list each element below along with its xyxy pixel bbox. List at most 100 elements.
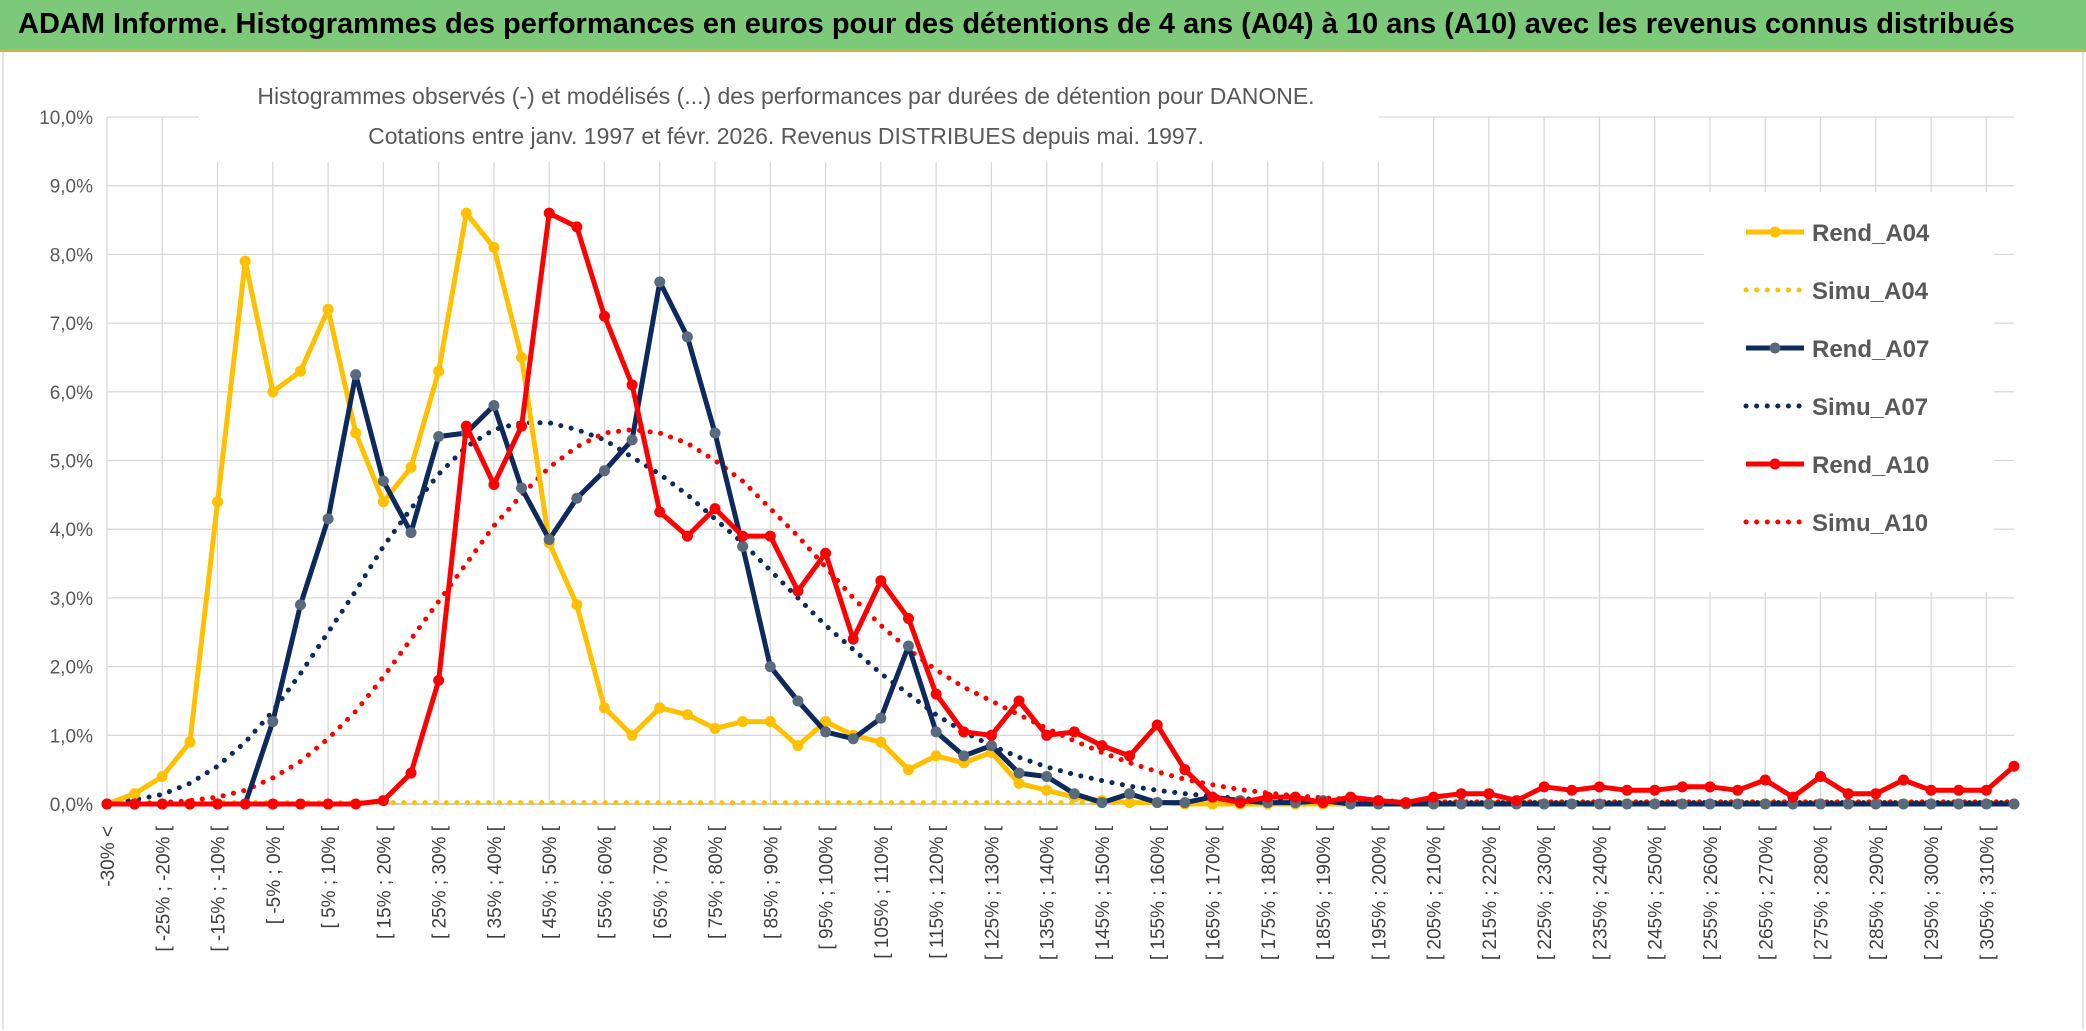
data-point [212, 798, 224, 810]
data-point [129, 798, 141, 810]
legend-item-rend_a10: Rend_A10 [1746, 452, 1929, 479]
data-point [709, 427, 721, 439]
data-point [737, 540, 749, 552]
x-tick-label: -30% < [98, 826, 119, 887]
x-tick-label: [ 145% ; 150% [ [1093, 825, 1114, 960]
data-point [405, 767, 417, 779]
data-series [101, 207, 2020, 810]
data-point [1704, 781, 1716, 793]
data-point [1372, 795, 1384, 807]
data-point [737, 530, 749, 542]
data-point [1068, 788, 1080, 800]
data-point [930, 750, 942, 762]
y-tick-label: 0,0% [50, 795, 93, 816]
data-point [1096, 797, 1108, 809]
data-point [1207, 791, 1219, 803]
data-point [1676, 798, 1688, 810]
data-point [1815, 771, 1827, 783]
data-point [1676, 781, 1688, 793]
data-point [543, 534, 555, 546]
data-point [239, 255, 251, 267]
data-point [1455, 788, 1467, 800]
x-tick-label: [ 175% ; 180% [ [1259, 825, 1280, 960]
x-tick-label: [ 185% ; 190% [ [1314, 825, 1335, 960]
data-point [875, 575, 887, 587]
title-background [199, 72, 1379, 162]
y-tick-label: 7,0% [50, 314, 93, 335]
legend: Rend_A04 Simu_A04 Rend_A07 Simu_A07 Rend_A10… [1704, 192, 1994, 592]
x-tick-label: [ 275% ; 280% [ [1812, 825, 1833, 960]
x-tick-label: [ 215% ; 220% [ [1480, 825, 1501, 960]
data-point [1621, 798, 1633, 810]
data-point [1732, 784, 1744, 796]
data-point [1621, 784, 1633, 796]
data-point [1593, 781, 1605, 793]
data-point [820, 716, 832, 728]
data-point [1234, 797, 1246, 809]
series-line-rend_a10 [107, 210, 2016, 807]
legend-label: Rend_A04 [1812, 220, 1930, 247]
data-point [294, 365, 306, 377]
legend-marker [1769, 342, 1781, 354]
axes: 0,0% 1,0% 2,0% 3,0% 4,0% 5,0% 6,0% 7,0% 8,0% 9,0%… [39, 108, 2014, 960]
data-point [1815, 798, 1827, 810]
data-point [488, 400, 500, 412]
y-tick-label: 6,0% [50, 383, 93, 404]
data-point [1897, 774, 1909, 786]
data-point [433, 365, 445, 377]
data-point [1428, 791, 1440, 803]
data-point [322, 513, 334, 525]
x-tick-label: [ 95% ; 100% [ [817, 825, 838, 949]
data-point [1041, 729, 1053, 741]
data-point [1096, 740, 1108, 752]
data-point [875, 712, 887, 724]
x-tick-label: [ 5% ; 10% [ [319, 825, 340, 928]
legend-item-rend_a07: Rend_A07 [1746, 336, 1929, 363]
x-tick-label: [ 135% ; 140% [ [1038, 825, 1059, 960]
x-tick-label: [ 115% ; 120% [ [927, 825, 948, 958]
series-rend_a10 [101, 207, 2020, 810]
data-point [598, 310, 610, 322]
y-tick-label: 2,0% [50, 658, 93, 679]
data-point [681, 331, 693, 343]
data-point [654, 702, 666, 714]
data-point [737, 716, 749, 728]
data-point [460, 420, 472, 432]
data-point [156, 798, 168, 810]
data-point [681, 530, 693, 542]
legend-item-simu_a04: Simu_A04 [1743, 278, 1929, 305]
x-tick-label: [ 125% ; 130% [ [982, 825, 1003, 960]
data-point [1455, 798, 1467, 810]
data-point [543, 207, 555, 219]
data-point [1759, 798, 1771, 810]
data-point [958, 750, 970, 762]
data-point [1649, 798, 1661, 810]
histogram-chart: Histogrammes observés (-) et modélisés (… [39, 72, 2020, 960]
data-point [433, 430, 445, 442]
data-point [516, 482, 528, 494]
data-point [433, 674, 445, 686]
data-point [1870, 788, 1882, 800]
data-point [930, 726, 942, 738]
x-tick-label: [ 305% ; 310% [ [1977, 825, 1998, 960]
data-point [1953, 784, 1965, 796]
data-point [1704, 798, 1716, 810]
data-point [184, 798, 196, 810]
data-point [239, 798, 251, 810]
x-tick-label: [ 165% ; 170% [ [1204, 825, 1225, 960]
data-point [1953, 798, 1965, 810]
data-point [405, 461, 417, 473]
data-point [1787, 791, 1799, 803]
data-point [1538, 798, 1550, 810]
data-point [184, 736, 196, 748]
data-point [1317, 797, 1329, 809]
data-point [571, 599, 583, 611]
data-point [681, 709, 693, 721]
chart-frame: Histogrammes observés (-) et modélisés (… [2, 52, 2084, 1029]
data-point [267, 716, 279, 728]
data-point [2008, 798, 2020, 810]
data-point [626, 434, 638, 446]
data-point [377, 496, 389, 508]
x-tick-label: [ 85% ; 90% [ [761, 825, 782, 939]
data-point [1870, 798, 1882, 810]
